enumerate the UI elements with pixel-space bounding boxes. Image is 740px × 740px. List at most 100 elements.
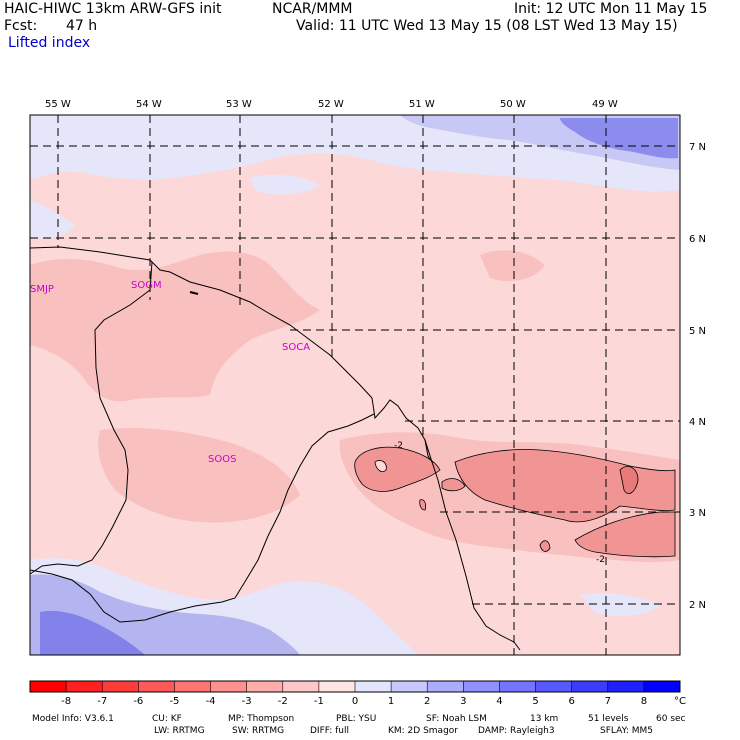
colorbar-swatch: [427, 681, 464, 692]
model-title: HAIC-HIWC 13km ARW-GFS init: [4, 1, 222, 17]
lat-label-7n: 7 N: [689, 142, 706, 153]
lon-label-53w: 53 W: [226, 99, 252, 110]
forecast-hours: 47 h: [66, 18, 98, 34]
footer-model-info: Model Info: V3.6.1: [32, 714, 114, 724]
colorbar-tick-label: 1: [388, 696, 394, 707]
colorbar-swatch: [138, 681, 175, 692]
colorbar-tick-label: 8: [641, 696, 647, 707]
longitude-labels: 55 W 54 W 53 W 52 W 51 W 50 W 49 W: [45, 99, 618, 110]
colorbar-tick-label: -8: [61, 696, 71, 707]
contour-region-6: [619, 466, 639, 494]
colorbar-swatch: [318, 681, 356, 692]
colorbar-swatch: [66, 681, 103, 692]
lat-label-5n: 5 N: [689, 326, 706, 337]
graticule: [30, 115, 680, 655]
footer-shortwave: SW: RRTMG: [232, 726, 285, 736]
blue-patch-south-east: [580, 593, 660, 616]
border-west: [29, 261, 153, 575]
field-name: Lifted index: [8, 35, 91, 51]
contour-region-7: [374, 460, 387, 472]
blue-region-north-strong: [560, 118, 678, 159]
colorbar: [29, 680, 681, 693]
footer-cumulus: CU: KF: [152, 714, 182, 724]
colorbar-swatch: [607, 681, 645, 692]
station-sogm: SOGM: [131, 280, 162, 291]
colorbar-swatch: [355, 681, 392, 692]
pink-patch-north-east: [480, 250, 545, 282]
lon-label-49w: 49 W: [592, 99, 618, 110]
footer-resolution: 13 km: [530, 714, 559, 724]
colorbar-tick-label: 2: [424, 696, 430, 707]
blue-region-south-strong: [40, 610, 145, 655]
footer-pbl: PBL: YSU: [336, 714, 377, 724]
coastline-and-borders: [29, 246, 521, 651]
footer-km: KM: 2D Smagor: [388, 726, 458, 736]
colorbar-tick-label: -6: [133, 696, 143, 707]
colorbar-tick-label: -4: [206, 696, 216, 707]
contour-region-4: [441, 478, 466, 492]
forecast-label: Fcst:: [4, 18, 38, 34]
colorbar-tick-label: -1: [314, 696, 324, 707]
colorbar-tick-labels: -8 -7 -6 -5 -4 -3 -2 -1 0 1 2 3 4 5 6 7 8: [61, 681, 647, 707]
footer-diffusion: DIFF: full: [310, 726, 350, 736]
contour-region-8: [419, 499, 427, 511]
colorbar-swatch: [571, 681, 609, 692]
colorbar-swatch: [535, 681, 573, 692]
map-frame: [29, 114, 681, 656]
station-labels: SMJP SOGM SOCA SOOS: [30, 280, 310, 465]
blue-patch-north-center: [250, 174, 320, 195]
footer-microphysics: MP: Thompson: [228, 714, 295, 724]
lon-label-55w: 55 W: [45, 99, 71, 110]
footer-timestep: 60 sec: [656, 714, 686, 724]
pink-region-south-west: [98, 428, 300, 523]
station-soca: SOCA: [282, 342, 310, 353]
colorbar-tick-label: -3: [242, 696, 252, 707]
island-mark: [189, 291, 199, 295]
colorbar-tick-label: -5: [169, 696, 179, 707]
org-label: NCAR/MMM: [272, 1, 353, 17]
lon-label-51w: 51 W: [409, 99, 435, 110]
colorbar-tick-label: 4: [496, 696, 502, 707]
pink-region-west: [30, 251, 320, 402]
colorbar-tick-label: 7: [605, 696, 611, 707]
coastline: [29, 246, 521, 651]
lat-label-2n: 2 N: [689, 600, 706, 611]
colorbar-tick-label: 3: [460, 696, 466, 707]
blue-patch-north-west: [30, 200, 75, 239]
station-smjp: SMJP: [30, 284, 54, 295]
lon-label-52w: 52 W: [318, 99, 344, 110]
lon-label-54w: 54 W: [136, 99, 162, 110]
contour-label-2: -2: [596, 555, 605, 565]
colorbar-tick-label: 5: [532, 696, 538, 707]
colorbar-swatch: [174, 681, 212, 692]
footer-levels: 51 levels: [588, 714, 629, 724]
latitude-labels: 7 N 6 N 5 N 4 N 3 N 2 N: [689, 142, 706, 611]
colorbar-tick-label: 0: [352, 696, 358, 707]
border-river: [424, 439, 433, 463]
footer-surface: SF: Noah LSM: [426, 714, 487, 724]
init-time: Init: 12 UTC Mon 11 May 15: [514, 1, 708, 17]
footer-longwave: LW: RRTMG: [154, 726, 205, 736]
colorbar-tick-label: 6: [568, 696, 574, 707]
colorbar-swatch: [499, 681, 537, 692]
footer-damping: DAMP: Rayleigh3: [478, 726, 555, 736]
colorbar-swatch: [463, 681, 500, 692]
border-south: [29, 413, 375, 623]
colorbar-tick-label: -7: [97, 696, 107, 707]
contour-label-1: -2: [394, 441, 403, 451]
colorbar-swatch: [102, 681, 139, 692]
colorbar-unit: °C: [674, 696, 686, 707]
contour-region-2: [454, 449, 676, 523]
colorbar-swatch: [210, 681, 248, 692]
colorbar-tick-label: -2: [278, 696, 288, 707]
contour-region-5: [539, 540, 551, 552]
colorbar-swatch: [282, 681, 320, 692]
lat-label-3n: 3 N: [689, 508, 706, 519]
lon-label-50w: 50 W: [500, 99, 526, 110]
colorbar-swatch: [391, 681, 428, 692]
footer-sflay: SFLAY: MM5: [600, 726, 654, 736]
station-soos: SOOS: [208, 454, 236, 465]
colorbar-swatch: [246, 681, 284, 692]
contour-region-1: [354, 446, 441, 492]
